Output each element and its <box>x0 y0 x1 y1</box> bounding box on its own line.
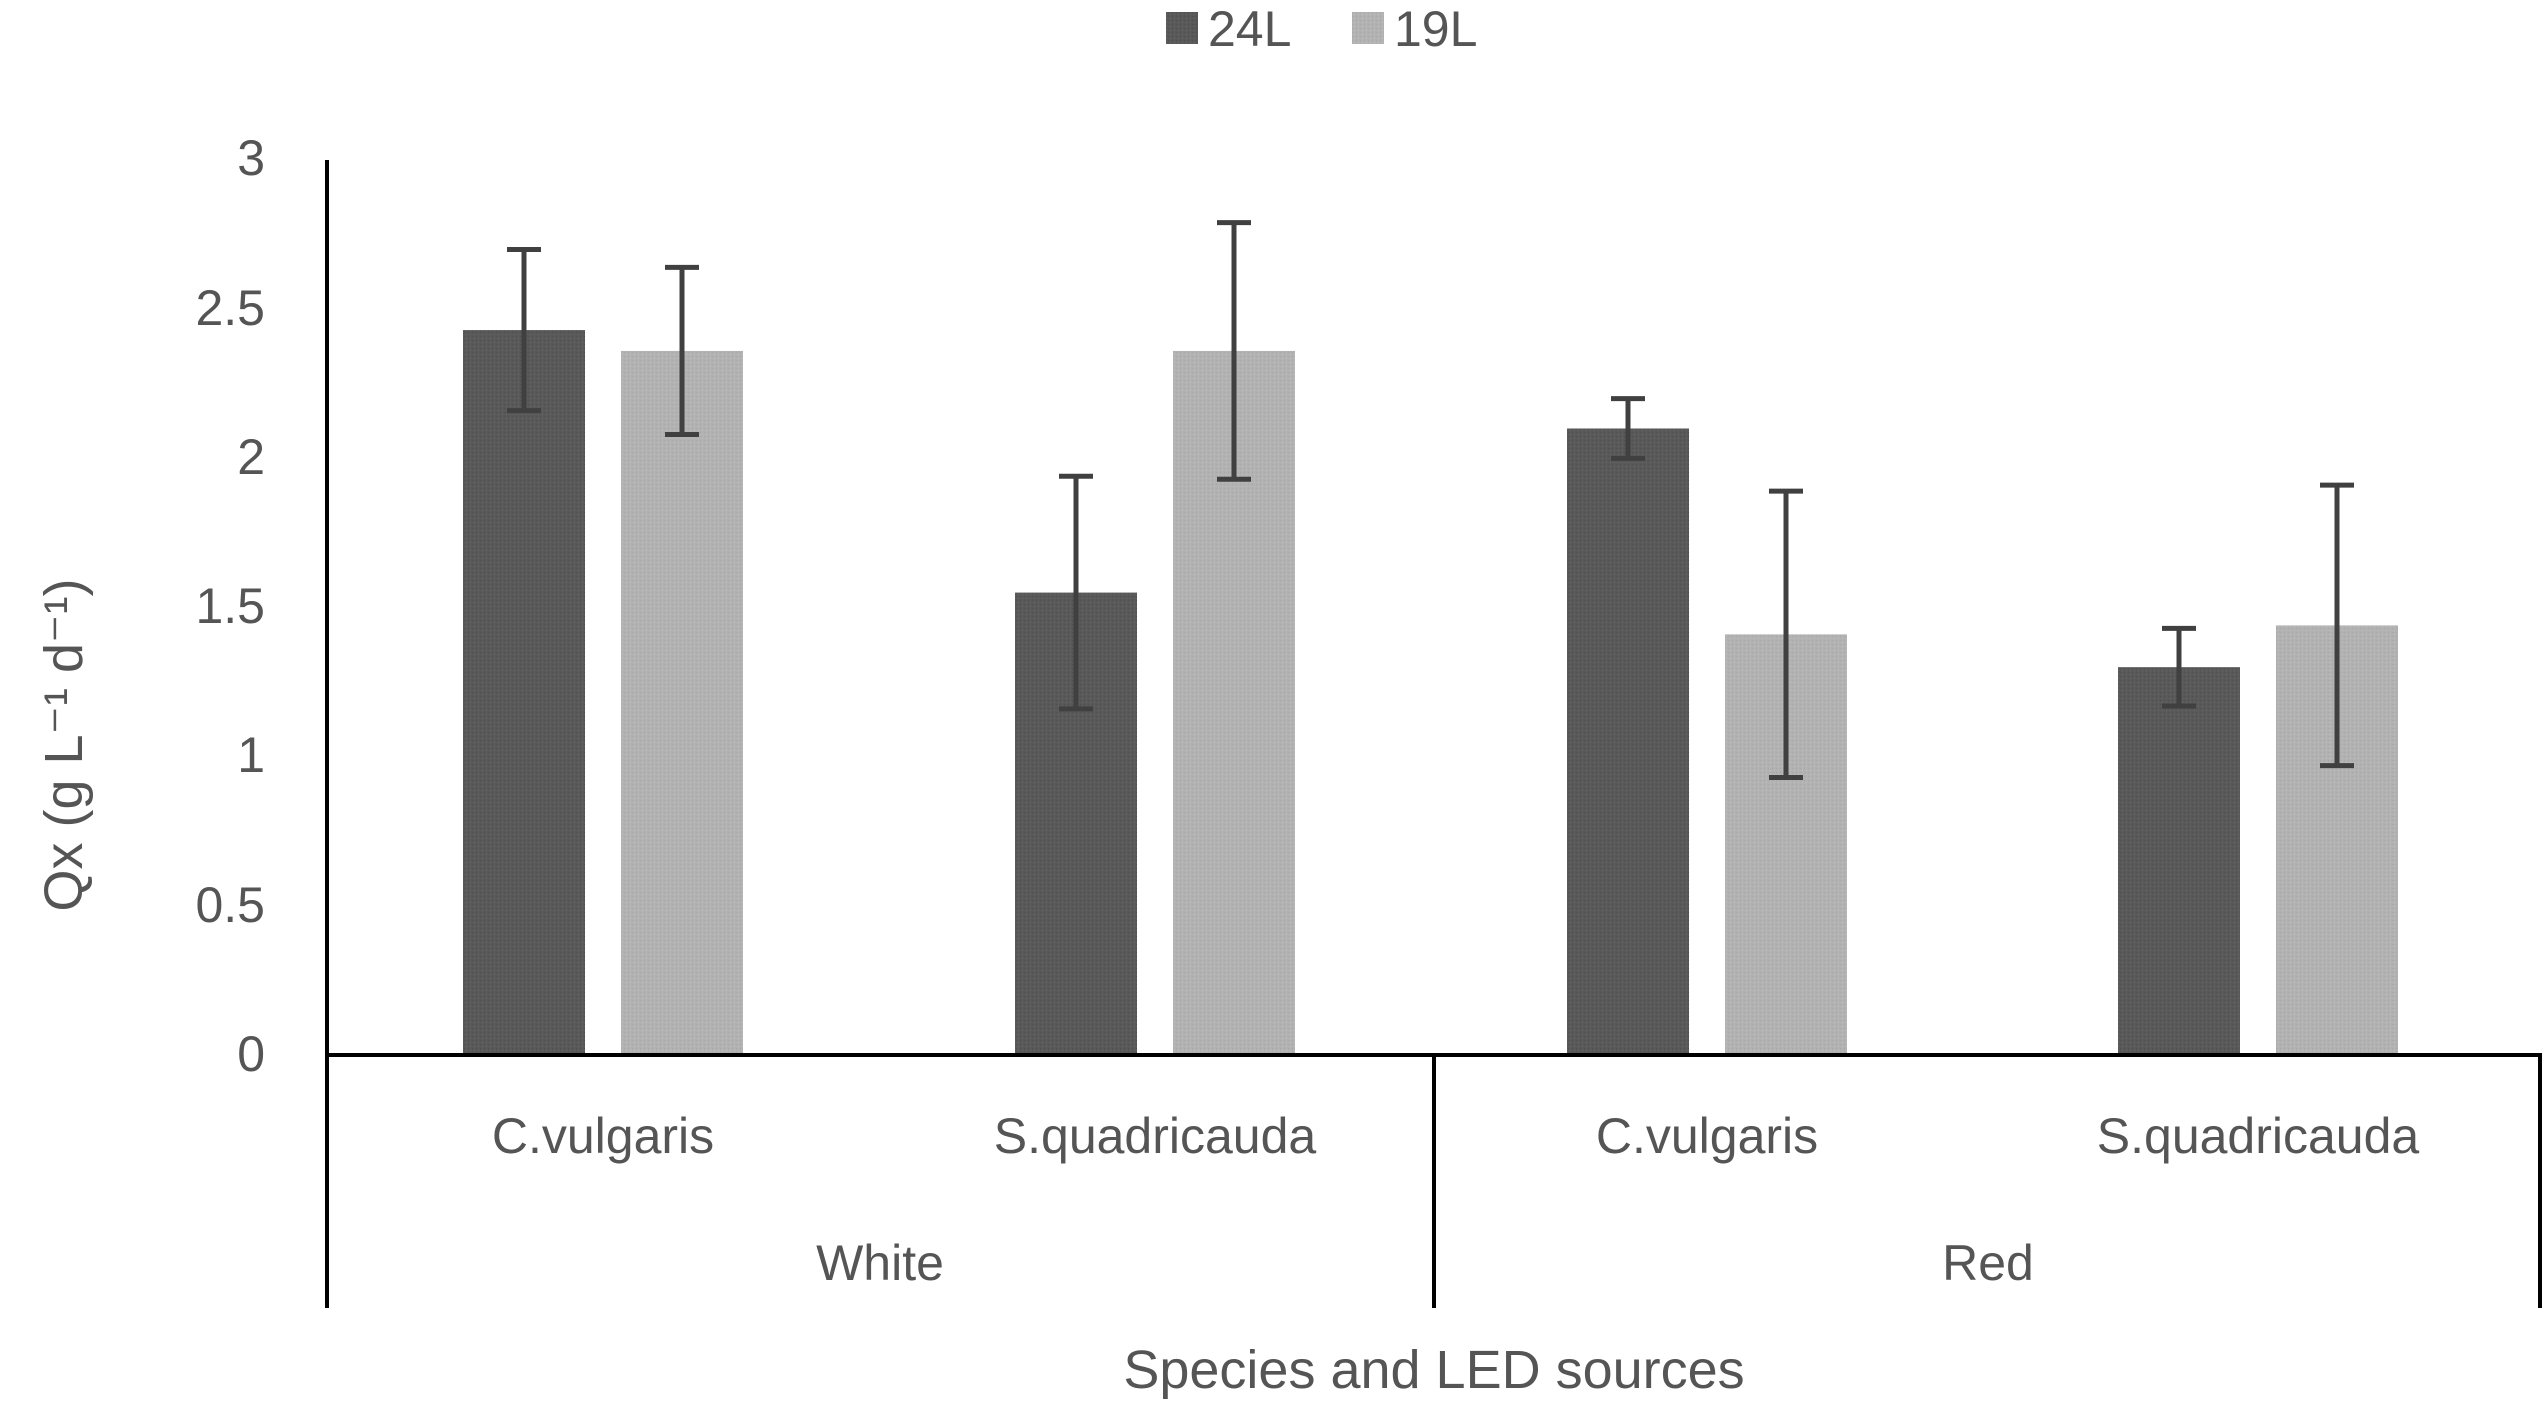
legend-swatch-19l <box>1352 12 1384 44</box>
legend-label-19l: 19L <box>1394 1 1477 57</box>
bars-layer <box>463 330 2398 1055</box>
y-tick-label: 1 <box>237 727 265 783</box>
error-bar-24l-1 <box>1059 473 1093 712</box>
error-bar-24l-3 <box>2162 625 2196 709</box>
y-tick-label: 1.5 <box>195 578 265 634</box>
category-label: C.vulgaris <box>492 1108 714 1164</box>
error-bar-19l-2 <box>1769 488 1803 781</box>
legend: 24L 19L <box>1166 1 1477 57</box>
category-labels: C.vulgaris S.quadricauda C.vulgaris S.qu… <box>492 1108 2420 1164</box>
category-label: S.quadricauda <box>994 1108 1317 1164</box>
x-axis-title: Species and LED sources <box>1123 1340 1744 1400</box>
bar-19l-0 <box>621 350 743 1055</box>
bar-24l-2 <box>1567 428 1689 1055</box>
y-tick-label: 3 <box>237 130 265 186</box>
error-bar-19l-0 <box>665 264 699 437</box>
error-bars-layer <box>507 220 2354 781</box>
y-tick-label: 0 <box>237 1026 265 1082</box>
group-labels: White Red <box>816 1235 2034 1291</box>
error-bar-19l-1 <box>1217 220 1251 482</box>
bar-24l-0 <box>463 330 585 1055</box>
category-label: C.vulgaris <box>1596 1108 1818 1164</box>
bar-24l-3 <box>2118 667 2240 1055</box>
y-axis-title: Qx (g L⁻¹ d⁻¹) <box>34 578 94 911</box>
legend-swatch-24l <box>1166 12 1198 44</box>
group-label-white: White <box>816 1235 944 1291</box>
error-bar-24l-2 <box>1611 396 1645 461</box>
y-tick-label: 2 <box>237 429 265 485</box>
category-label: S.quadricauda <box>2097 1108 2420 1164</box>
group-label-red: Red <box>1942 1235 2034 1291</box>
legend-label-24l: 24L <box>1208 1 1291 57</box>
y-tick-label: 2.5 <box>195 280 265 336</box>
error-bar-24l-0 <box>507 247 541 414</box>
y-tick-labels: 0 0.5 1 1.5 2 2.5 3 <box>195 130 265 1082</box>
error-bar-19l-3 <box>2320 482 2354 769</box>
y-tick-label: 0.5 <box>195 877 265 933</box>
